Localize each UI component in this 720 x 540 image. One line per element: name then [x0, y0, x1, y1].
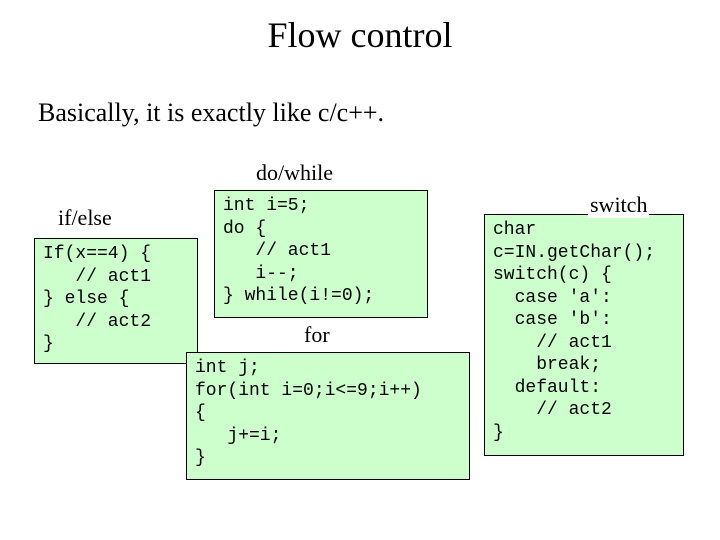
- slide-subtitle: Basically, it is exactly like c/c++.: [38, 98, 384, 128]
- codebox-for: int j; for(int i=0;i<=9;i++) { j+=i; }: [186, 352, 470, 480]
- codebox-dowhile: int i=5; do { // act1 i--; } while(i!=0)…: [214, 190, 428, 318]
- label-switch: switch: [588, 192, 649, 218]
- slide-title: Flow control: [0, 14, 720, 56]
- label-ifelse: if/else: [56, 205, 114, 231]
- label-dowhile: do/while: [254, 160, 335, 186]
- label-for: for: [302, 322, 332, 348]
- codebox-ifelse: If(x==4) { // act1 } else { // act2 }: [34, 238, 198, 364]
- codebox-switch: char c=IN.getChar(); switch(c) { case 'a…: [484, 214, 684, 456]
